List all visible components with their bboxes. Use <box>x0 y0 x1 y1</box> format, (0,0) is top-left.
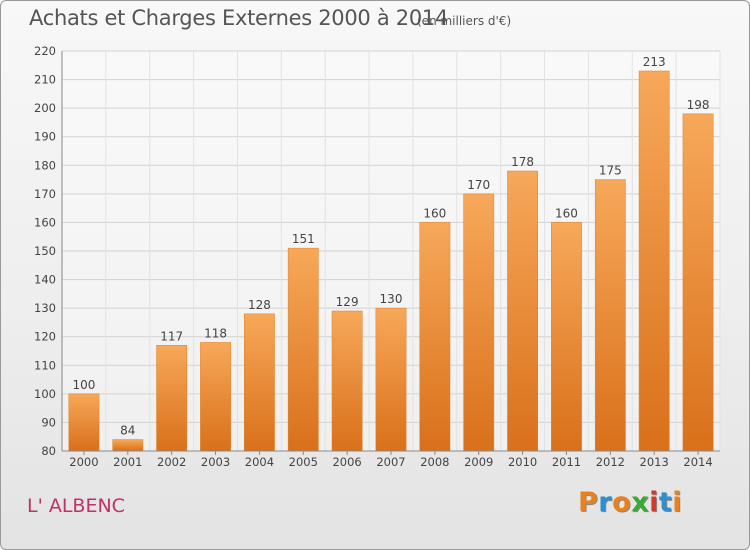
x-tick-label: 2012 <box>596 455 625 469</box>
bar <box>287 247 319 452</box>
bar-value-label: 130 <box>380 292 403 306</box>
y-tick-label: 90 <box>41 415 56 429</box>
x-tick-label: 2006 <box>332 455 361 469</box>
x-tick-label: 2004 <box>245 455 274 469</box>
y-tick-label: 80 <box>41 444 56 458</box>
y-tick-label: 190 <box>34 130 56 144</box>
x-tick-label: 2003 <box>201 455 230 469</box>
x-tick-label: 2014 <box>683 455 712 469</box>
bar-value-label: 160 <box>423 206 446 220</box>
bar-value-label: 178 <box>511 155 534 169</box>
y-tick-label: 210 <box>34 73 56 87</box>
bar-value-label: 151 <box>292 232 315 246</box>
x-tick-label: 2001 <box>113 455 142 469</box>
y-tick-label: 110 <box>34 358 56 372</box>
bar <box>419 222 451 452</box>
x-tick-label: 2008 <box>420 455 449 469</box>
bar <box>638 70 670 452</box>
bar <box>331 310 363 452</box>
chart-unit: (en milliers d'€) <box>417 14 512 28</box>
bar-value-label: 100 <box>72 378 95 392</box>
bar-value-label: 175 <box>599 164 622 178</box>
bar <box>463 193 495 452</box>
y-tick-label: 150 <box>34 244 56 258</box>
y-tick-label: 130 <box>34 301 56 315</box>
bar <box>200 342 231 452</box>
proxiti-logo: Proxiti <box>578 487 682 518</box>
x-tick-label: 2010 <box>508 455 537 469</box>
bar-value-label: 160 <box>555 206 578 220</box>
bar-value-label: 129 <box>336 295 359 309</box>
bar <box>682 113 714 452</box>
x-tick-label: 2005 <box>289 455 318 469</box>
x-tick-label: 2002 <box>157 455 186 469</box>
bar <box>68 393 100 452</box>
y-tick-label: 140 <box>34 273 56 287</box>
bar-value-label: 84 <box>120 424 135 438</box>
logo-letter: P <box>578 487 599 518</box>
bar <box>375 307 407 452</box>
x-tick-label: 2013 <box>640 455 669 469</box>
y-tick-label: 120 <box>34 330 56 344</box>
logo-letter: r <box>598 487 613 518</box>
x-tick-label: 2000 <box>69 455 98 469</box>
bar-value-label: 117 <box>160 329 183 343</box>
logo-letter: o <box>612 487 632 518</box>
bar-value-label: 213 <box>643 55 666 69</box>
y-tick-label: 180 <box>34 158 56 172</box>
bar-value-label: 198 <box>687 98 710 112</box>
logo-letter: i <box>672 487 683 518</box>
y-tick-label: 220 <box>34 44 56 58</box>
bar <box>156 345 188 452</box>
logo-letter: i <box>649 487 659 518</box>
x-tick-label: 2011 <box>552 455 581 469</box>
bar-value-label: 118 <box>204 326 227 340</box>
chart-title: Achats et Charges Externes 2000 à 2014 <box>29 6 449 30</box>
logo-letter: t <box>658 487 673 518</box>
bar-value-label: 128 <box>248 298 271 312</box>
bar <box>507 170 538 452</box>
logo-letter: x <box>631 487 650 518</box>
y-tick-label: 100 <box>34 387 56 401</box>
bar <box>551 222 582 452</box>
bar <box>594 179 626 452</box>
y-tick-label: 200 <box>34 101 56 115</box>
x-tick-label: 2007 <box>376 455 405 469</box>
x-tick-label: 2009 <box>464 455 493 469</box>
bar <box>244 313 275 452</box>
commune-name: L' ALBENC <box>27 495 125 517</box>
bar <box>112 439 144 452</box>
bar-value-label: 170 <box>467 178 490 192</box>
y-tick-label: 170 <box>34 187 56 201</box>
y-tick-label: 160 <box>34 215 56 229</box>
